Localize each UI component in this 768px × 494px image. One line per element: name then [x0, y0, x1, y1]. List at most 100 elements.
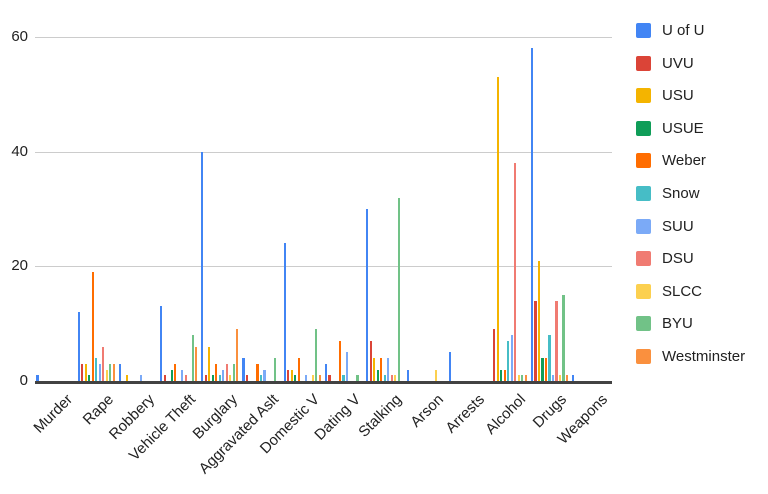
bar-u-of-u-robbery[interactable]: [118, 364, 121, 381]
bar-dsu-stalking[interactable]: [390, 375, 393, 381]
bar-byu-domestic-v[interactable]: [315, 329, 318, 381]
bar-suu-rape[interactable]: [98, 364, 101, 381]
legend-label-dsu: DSU: [662, 250, 694, 268]
bar-snow-alcohol[interactable]: [507, 341, 510, 381]
bar-u-of-u-stalking[interactable]: [366, 209, 369, 381]
legend-label-uvu: UVU: [662, 54, 694, 72]
bar-uvu-stalking[interactable]: [369, 341, 372, 381]
bar-usu-burglary[interactable]: [208, 347, 211, 381]
bar-usue-rape[interactable]: [88, 375, 91, 381]
bar-byu-vehicle-theft[interactable]: [191, 335, 194, 381]
bar-weber-stalking[interactable]: [380, 358, 383, 381]
bar-usue-drugs[interactable]: [541, 358, 544, 381]
bar-u-of-u-domestic-v[interactable]: [283, 243, 286, 381]
bar-westminster-domestic-v[interactable]: [318, 375, 321, 381]
bar-westminster-alcohol[interactable]: [524, 375, 527, 381]
bar-dsu-vehicle-theft[interactable]: [184, 375, 187, 381]
legend-swatch-uvu: [636, 55, 651, 71]
bar-dsu-rape[interactable]: [102, 347, 105, 381]
bar-uvu-vehicle-theft[interactable]: [163, 375, 166, 381]
bar-snow-drugs[interactable]: [548, 335, 551, 381]
bar-u-of-u-drugs[interactable]: [530, 48, 534, 381]
bar-u-of-u-aggravated-aslt[interactable]: [242, 358, 245, 381]
bar-u-of-u-weapons[interactable]: [572, 375, 575, 381]
bar-byu-stalking[interactable]: [397, 198, 400, 381]
bar-westminster-vehicle-theft[interactable]: [195, 347, 198, 381]
bar-suu-stalking[interactable]: [387, 358, 390, 381]
bar-u-of-u-arrests[interactable]: [448, 352, 451, 381]
bar-dsu-burglary[interactable]: [225, 364, 228, 381]
bar-snow-stalking[interactable]: [383, 375, 386, 381]
bar-snow-aggravated-aslt[interactable]: [259, 375, 263, 381]
bar-byu-aggravated-aslt[interactable]: [273, 358, 277, 381]
bar-usu-robbery[interactable]: [125, 375, 128, 381]
bar-byu-drugs[interactable]: [562, 295, 565, 381]
bar-weber-burglary[interactable]: [215, 364, 218, 381]
bar-dsu-drugs[interactable]: [555, 301, 558, 381]
bar-uvu-aggravated-aslt[interactable]: [245, 375, 249, 381]
bar-suu-dating-v[interactable]: [345, 352, 349, 381]
bar-usu-stalking[interactable]: [373, 358, 376, 381]
bar-suu-drugs[interactable]: [551, 375, 555, 381]
y-axis-label-60: 60: [11, 28, 28, 45]
bar-byu-burglary[interactable]: [232, 364, 235, 381]
legend-item-u-of-u: U of U: [636, 22, 705, 39]
bar-suu-vehicle-theft[interactable]: [181, 370, 184, 381]
bar-westminster-burglary[interactable]: [236, 329, 239, 381]
bar-snow-dating-v[interactable]: [342, 375, 345, 381]
bar-suu-burglary[interactable]: [222, 370, 225, 381]
bar-snow-rape[interactable]: [95, 358, 98, 381]
bar-byu-dating-v[interactable]: [356, 375, 359, 381]
bar-suu-aggravated-aslt[interactable]: [263, 370, 266, 381]
bar-slcc-stalking[interactable]: [394, 375, 397, 381]
bar-uvu-rape[interactable]: [81, 364, 84, 381]
legend-swatch-weber: [636, 153, 651, 169]
bar-u-of-u-murder[interactable]: [36, 375, 39, 381]
legend-swatch-usu: [636, 88, 651, 104]
bar-suu-robbery[interactable]: [139, 375, 142, 381]
bar-u-of-u-arson[interactable]: [407, 370, 410, 381]
bar-suu-alcohol[interactable]: [510, 335, 513, 381]
bar-slcc-rape[interactable]: [105, 370, 108, 381]
bar-usu-rape[interactable]: [84, 364, 87, 381]
bar-slcc-burglary[interactable]: [229, 375, 232, 381]
bar-uvu-domestic-v[interactable]: [287, 370, 290, 381]
bar-usue-vehicle-theft[interactable]: [170, 370, 173, 381]
bar-u-of-u-dating-v[interactable]: [324, 364, 328, 381]
bar-uvu-alcohol[interactable]: [493, 329, 496, 381]
bar-usue-alcohol[interactable]: [500, 370, 503, 381]
bar-weber-vehicle-theft[interactable]: [174, 364, 177, 381]
bar-uvu-drugs[interactable]: [534, 301, 537, 381]
bar-dsu-alcohol[interactable]: [514, 163, 517, 381]
bar-suu-domestic-v[interactable]: [304, 375, 307, 381]
legend-label-byu: BYU: [662, 315, 693, 333]
bar-weber-dating-v[interactable]: [338, 341, 342, 381]
bar-byu-rape[interactable]: [109, 364, 112, 381]
bar-weber-rape[interactable]: [91, 272, 94, 381]
bar-uvu-dating-v[interactable]: [328, 375, 331, 381]
bar-usue-burglary[interactable]: [211, 375, 214, 381]
bar-weber-alcohol[interactable]: [503, 370, 506, 381]
bar-weber-aggravated-aslt[interactable]: [256, 364, 259, 381]
bar-slcc-alcohol[interactable]: [517, 375, 520, 381]
bar-u-of-u-burglary[interactable]: [201, 152, 204, 381]
legend-item-weber: Weber: [636, 152, 706, 169]
bar-westminster-rape[interactable]: [112, 364, 115, 381]
bar-uvu-burglary[interactable]: [204, 375, 207, 381]
legend-swatch-snow: [636, 186, 651, 201]
bar-slcc-arson[interactable]: [435, 370, 438, 381]
bar-u-of-u-rape[interactable]: [77, 312, 80, 381]
bar-westminster-drugs[interactable]: [565, 375, 569, 381]
bar-byu-alcohol[interactable]: [521, 375, 524, 381]
bar-weber-drugs[interactable]: [544, 358, 548, 381]
bar-usu-domestic-v[interactable]: [290, 370, 293, 381]
bar-usu-alcohol[interactable]: [496, 77, 499, 381]
bar-usue-domestic-v[interactable]: [294, 375, 297, 381]
bar-weber-domestic-v[interactable]: [297, 358, 300, 381]
bar-u-of-u-vehicle-theft[interactable]: [160, 306, 163, 381]
bar-slcc-drugs[interactable]: [558, 375, 562, 381]
bar-slcc-domestic-v[interactable]: [311, 375, 314, 381]
bar-usu-drugs[interactable]: [537, 261, 541, 381]
bar-snow-burglary[interactable]: [218, 375, 221, 381]
bar-usue-stalking[interactable]: [376, 370, 379, 381]
